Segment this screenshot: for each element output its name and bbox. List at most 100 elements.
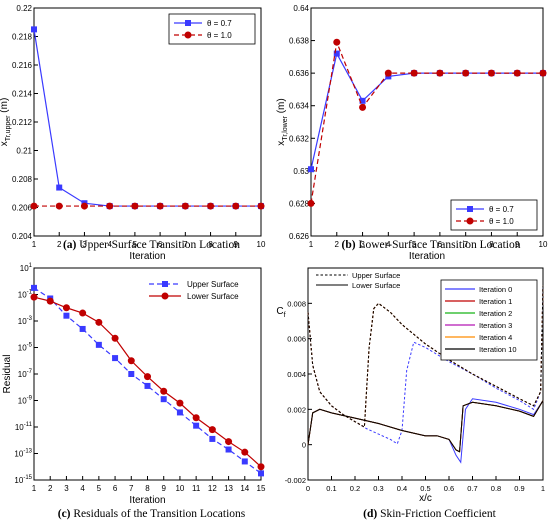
- c-xtick-label: 10: [175, 484, 184, 493]
- chart-d: 0 0.1 0.2 0.3 0.4 0.5 0.6 0.7 0.8 0.9 1-0.00200.00…: [276, 267, 545, 504]
- a-ytick-label: 0.214: [12, 90, 33, 99]
- c-xtick-label: 7: [129, 484, 134, 493]
- b-caption-text: Lower-Surface Transition Location: [356, 239, 521, 251]
- d-series-5-lower-line: [307, 400, 544, 453]
- a-caption: (a) Upper-Surface Transition Location: [63, 239, 240, 251]
- c-ytick-exp: -1: [27, 290, 33, 296]
- c-ytick-label: 10-13: [14, 449, 32, 459]
- d-legend-label-0: Iteration 0: [479, 285, 512, 294]
- b-series-1-point: [384, 69, 392, 77]
- b-xtick-label: 3: [360, 240, 365, 249]
- d-xtick-label: 0.5: [420, 484, 430, 493]
- chart-a: 1 2 3 4 5 6 7 8 9 10 0.204 0.206 0.208 0.21 0.212 0.214…: [0, 4, 266, 262]
- a-legend-marker-1: [184, 31, 192, 39]
- d-legend-label-3: Iteration 3: [479, 321, 512, 330]
- d-style-legend-label-0: Upper Surface: [352, 271, 400, 280]
- d-xtick-label: 0.6: [444, 484, 454, 493]
- b-legend-marker-1: [466, 217, 474, 225]
- b-ytick-label: 0.638: [289, 37, 310, 46]
- c-series-1-point: [225, 438, 233, 446]
- d-ytick-label: -0.002: [285, 476, 306, 485]
- d-xtick-label: 0.3: [373, 484, 383, 493]
- c-ytick-label: 10-11: [15, 422, 33, 432]
- a-xtick-label: 1: [32, 240, 37, 249]
- a-series-1-point: [106, 202, 114, 210]
- c-xtick-label: 9: [161, 484, 166, 493]
- d-ytick-label: 0.004: [287, 370, 306, 379]
- b-xtick-label: 8: [489, 240, 494, 249]
- c-ytick-base: 10: [18, 344, 27, 353]
- c-ytick-label: 10-1: [18, 290, 33, 300]
- c-series-1-point: [241, 448, 249, 456]
- b-series-1-point: [513, 69, 521, 77]
- a-xlabel: Iteration: [129, 251, 165, 262]
- c-series-0-point: [63, 312, 70, 319]
- b-series-1-point: [462, 69, 470, 77]
- a-series-0-point: [56, 184, 63, 191]
- a-xtick-label: 3: [82, 240, 87, 249]
- d-xtick-label: 0.8: [491, 484, 501, 493]
- b-series-0-point: [359, 97, 366, 104]
- a-ytick-label: 0.21: [16, 147, 32, 156]
- d-xtick-label: 1: [541, 484, 545, 493]
- c-ytick-exp: -5: [27, 343, 33, 349]
- c-xtick-label: 14: [240, 484, 249, 493]
- a-ylabel-main: x: [0, 141, 10, 146]
- c-ytick-base: 10: [15, 423, 24, 432]
- c-ytick-exp: -11: [24, 422, 33, 428]
- b-ylabel-sub: Tr,lower: [282, 115, 289, 140]
- b-series-line-1: [310, 39, 543, 204]
- c-series-0-point: [176, 409, 183, 416]
- a-caption-tag: (a): [63, 239, 77, 251]
- c-ytick-exp: -7: [27, 369, 33, 375]
- a-legend: θ = 0.7 θ = 1.0: [168, 13, 256, 45]
- c-ytick-base: 10: [20, 264, 29, 273]
- b-legend: θ = 0.7 θ = 1.0: [450, 199, 538, 231]
- b-xtick-label: 7: [463, 240, 468, 249]
- b-series-1-point: [333, 38, 341, 46]
- b-legend-label-1: θ = 1.0: [489, 217, 514, 226]
- c-ytick-label: 10-7: [18, 369, 33, 379]
- c-xtick-label: 3: [64, 484, 69, 493]
- c-series-1-point: [30, 293, 38, 301]
- b-ytick-label: 0.63: [293, 167, 309, 176]
- a-xtick-label: 4: [107, 240, 112, 249]
- c-legend: Upper Surface Lower Surface: [145, 276, 255, 306]
- c-xtick-label: 13: [224, 484, 233, 493]
- c-series-1-point: [176, 399, 184, 407]
- c-series-0-point: [95, 341, 102, 348]
- a-ytick-label: 0.204: [12, 232, 33, 241]
- c-series-1-point: [95, 318, 103, 326]
- c-legend-label-0: Upper Surface: [187, 280, 239, 289]
- a-series-1-point: [257, 202, 265, 210]
- d-xtick-label: 0: [306, 484, 310, 493]
- d-legend-label-1: Iteration 1: [479, 297, 512, 306]
- a-ylabel-unit: (m): [0, 98, 10, 116]
- c-caption-tag: (c): [58, 508, 71, 520]
- b-ytick-label: 0.632: [289, 134, 310, 143]
- a-series-1-point: [30, 202, 38, 210]
- a-xtick-label: 2: [57, 240, 62, 249]
- a-series-1-point: [131, 202, 139, 210]
- c-ytick-exp: -9: [27, 396, 33, 402]
- d-series-5-upper-line: [307, 285, 544, 428]
- c-ytick-base: 10: [18, 370, 27, 379]
- d-xtick-label: 0.7: [467, 484, 477, 493]
- c-ytick-label: 10-9: [18, 396, 33, 406]
- c-legend-marker-0: [162, 281, 168, 287]
- c-ytick-base: 10: [18, 397, 27, 406]
- c-series-0-point: [225, 446, 232, 453]
- c-xtick-label: 12: [208, 484, 217, 493]
- d-caption: (d) Skin-Friction Coefficient: [363, 508, 496, 520]
- a-series-1-point: [80, 202, 88, 210]
- b-xtick-label: 1: [309, 240, 314, 249]
- c-ytick-exp: 1: [29, 263, 33, 269]
- b-xlabel: Iteration: [409, 251, 445, 262]
- a-series-1-point: [181, 202, 189, 210]
- d-style-legend-label-1: Lower Surface: [352, 281, 400, 290]
- c-series-1-point: [160, 387, 168, 395]
- c-ytick-base: 10: [14, 476, 23, 485]
- a-legend-box: [168, 13, 256, 45]
